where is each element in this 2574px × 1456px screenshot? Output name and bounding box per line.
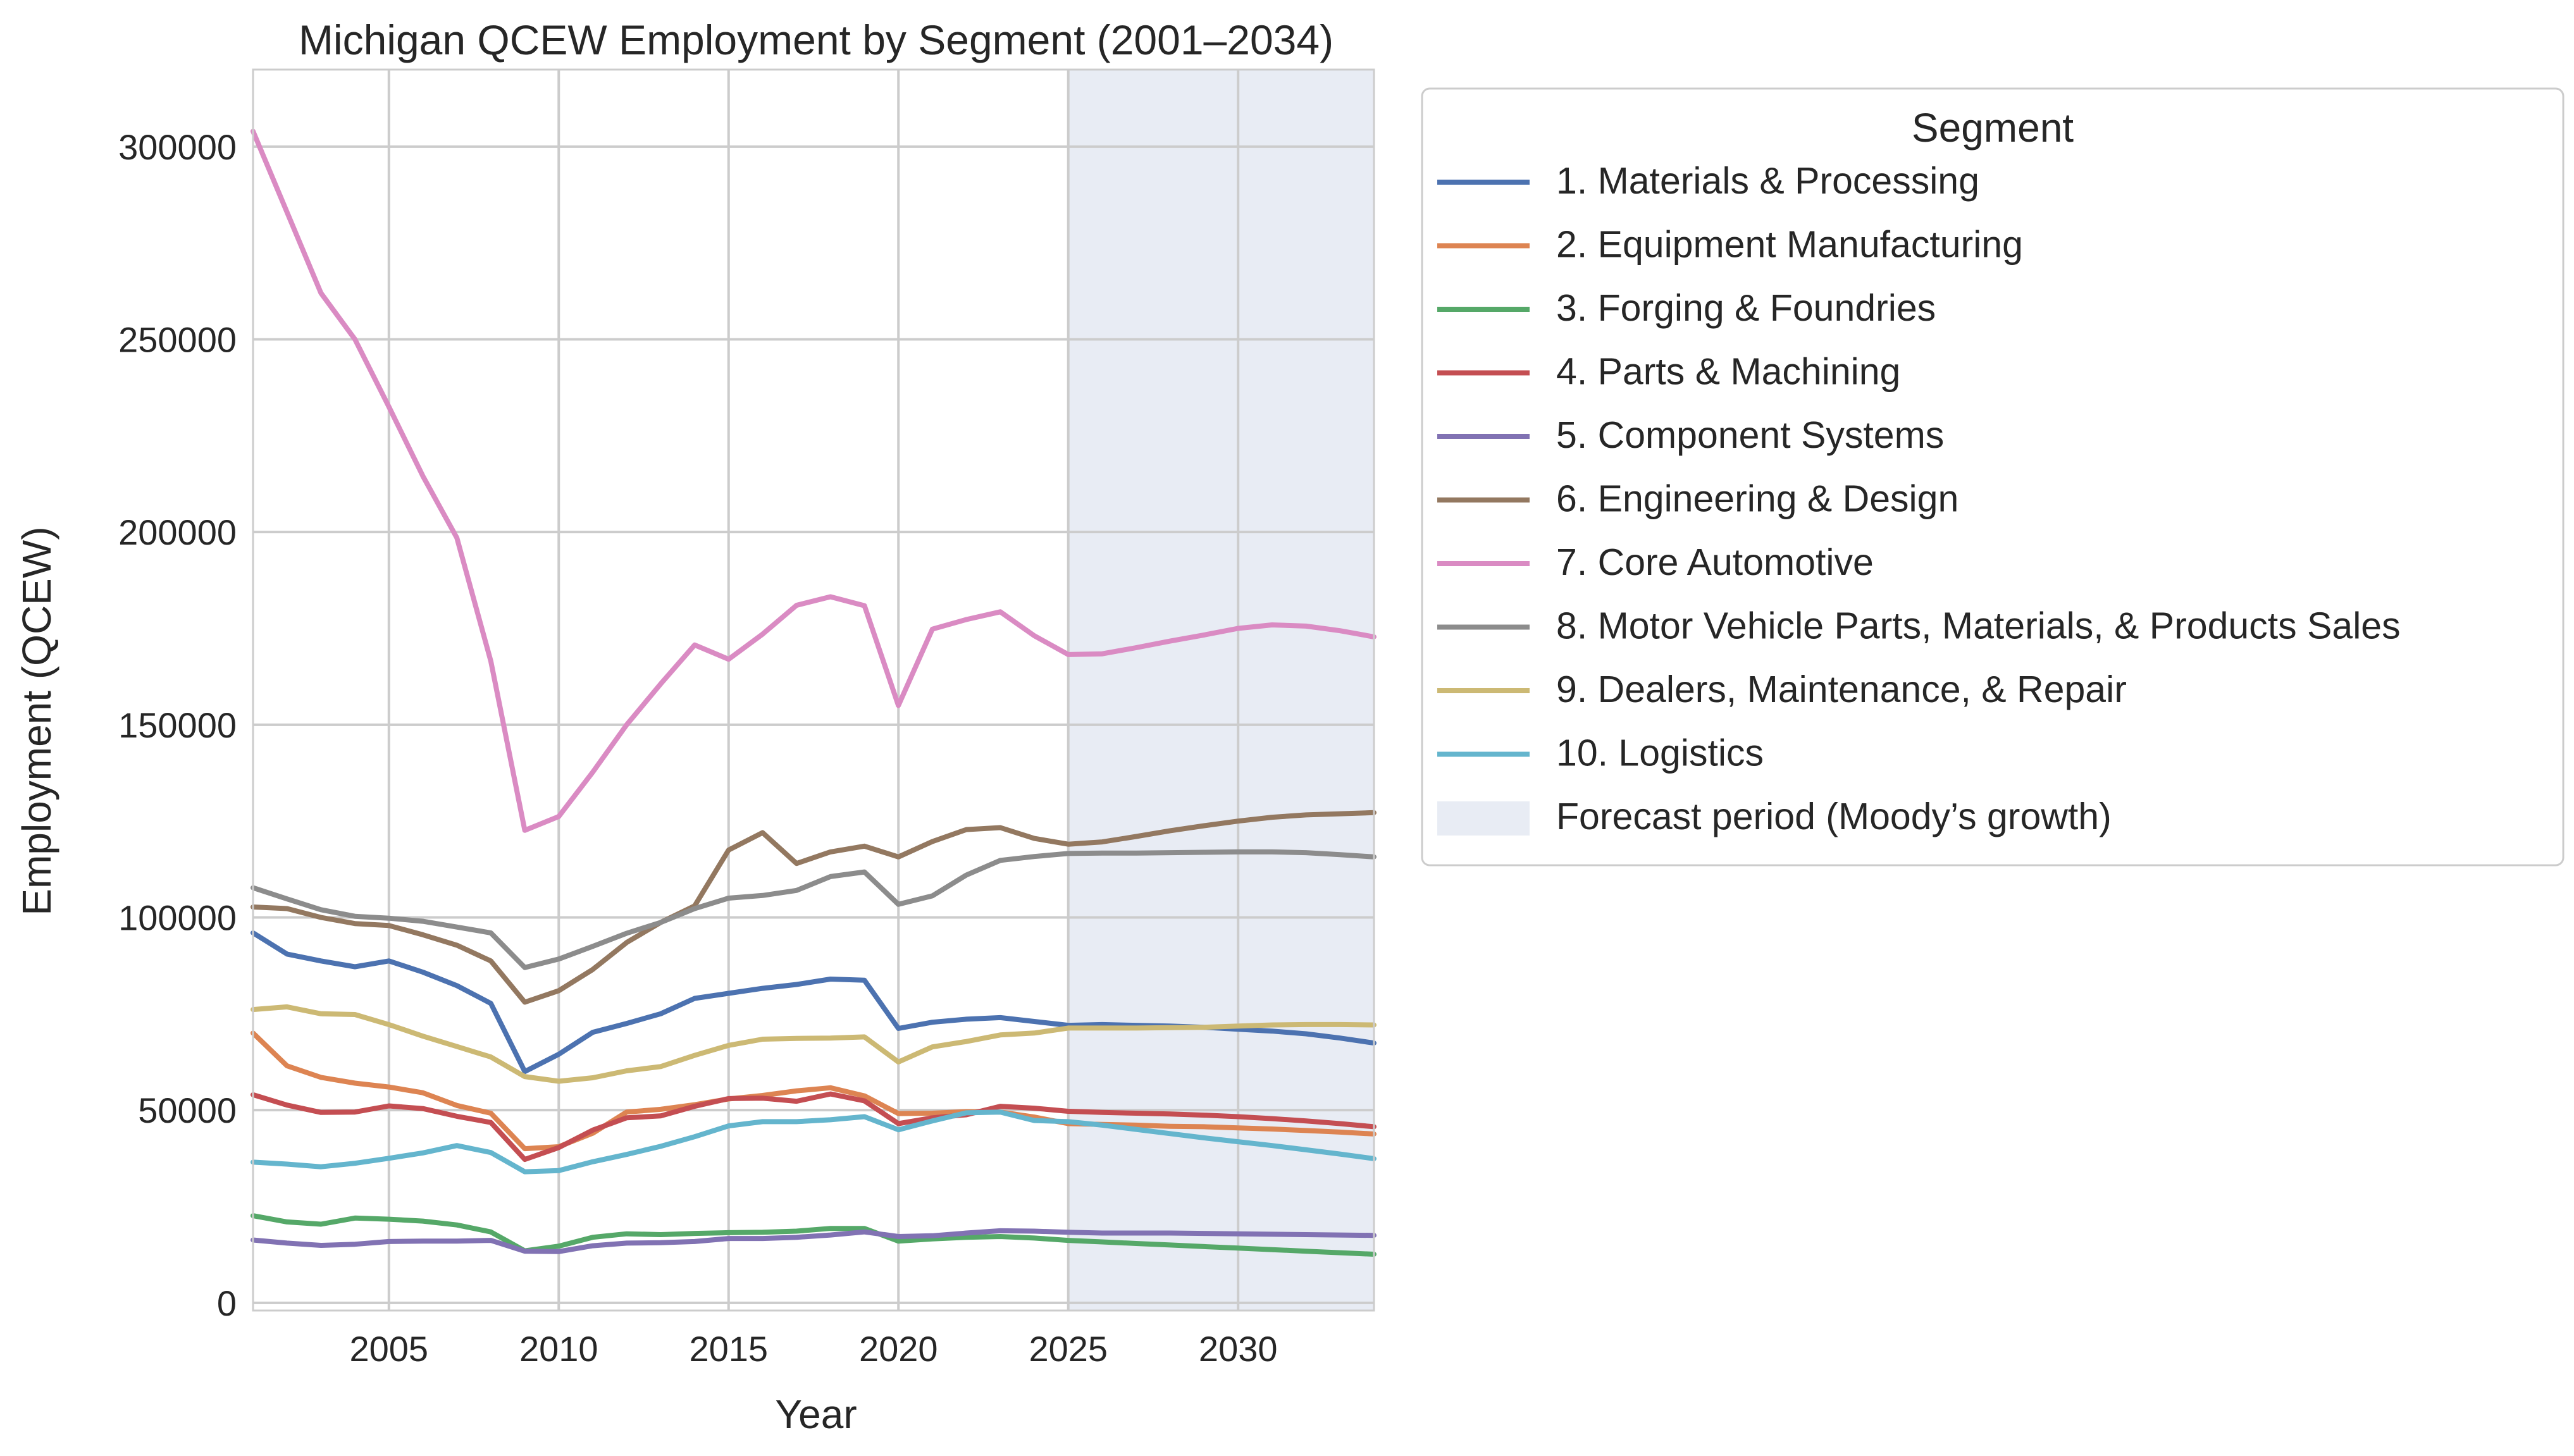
legend-label: 10. Logistics: [1556, 732, 1764, 774]
legend-label: 6. Engineering & Design: [1556, 478, 1958, 520]
series-line-9: [251, 1004, 1377, 1084]
chart-title: Michigan QCEW Employment by Segment (200…: [299, 16, 1333, 63]
x-tick-label: 2010: [519, 1329, 598, 1369]
legend-title: Segment: [1912, 105, 2074, 151]
legend-frame: [1421, 87, 2565, 867]
y-tick-label: 50000: [138, 1090, 237, 1130]
x-tick-label: 2020: [859, 1329, 938, 1369]
grid: [253, 70, 1374, 1311]
series-line-10: [251, 1109, 1377, 1175]
series-line-3: [251, 1213, 1377, 1257]
y-axis-ticks: 0 50000 100000 150000 200000 250000 300000: [118, 127, 237, 1323]
legend-label: 7. Core Automotive: [1556, 541, 1874, 583]
x-tick-label: 2030: [1199, 1329, 1278, 1369]
legend-label: 8. Motor Vehicle Parts, Materials, & Pro…: [1556, 605, 2401, 647]
legend-label: 4. Parts & Machining: [1556, 351, 1900, 393]
y-tick-label: 150000: [118, 705, 237, 745]
legend-label: 3. Forging & Foundries: [1556, 287, 1936, 329]
series-lines: [251, 128, 1377, 1257]
legend-items: 1. Materials & Processing 2. Equipment Ma…: [1437, 160, 2401, 837]
series-line-5: [251, 1228, 1377, 1254]
series-line-6: [251, 810, 1377, 1005]
series-line-4: [251, 1091, 1377, 1163]
y-tick-label: 100000: [118, 898, 237, 937]
plot-area: [251, 68, 1377, 1312]
legend: Segment 1. Materials & Processing 2. Equi…: [1421, 87, 2565, 867]
y-axis-title: Employment (QCEW): [14, 526, 59, 915]
x-axis-ticks: 2005 2010 2015 2020 2025 2030: [349, 1329, 1277, 1369]
y-tick-label: 0: [217, 1283, 237, 1323]
series-line-7: [251, 128, 1377, 833]
x-tick-label: 2025: [1029, 1329, 1108, 1369]
y-tick-label: 300000: [118, 127, 237, 167]
x-axis-title: Year: [775, 1391, 857, 1437]
series-line-2: [251, 1030, 1377, 1152]
legend-label: 1. Materials & Processing: [1556, 160, 1979, 202]
legend-swatch-forecast: [1437, 801, 1530, 836]
legend-label: 9. Dealers, Maintenance, & Repair: [1556, 669, 2127, 710]
legend-label: 5. Component Systems: [1556, 414, 1944, 456]
plot-frame: [252, 68, 1375, 1312]
x-tick-label: 2015: [689, 1329, 768, 1369]
series-line-8: [251, 849, 1377, 970]
y-tick-label: 200000: [118, 512, 237, 552]
forecast-band: [1068, 70, 1374, 1311]
legend-label-forecast: Forecast period (Moody’s growth): [1556, 796, 2112, 837]
y-tick-label: 250000: [118, 320, 237, 360]
x-tick-label: 2005: [349, 1329, 428, 1369]
legend-label: 2. Equipment Manufacturing: [1556, 224, 2023, 266]
